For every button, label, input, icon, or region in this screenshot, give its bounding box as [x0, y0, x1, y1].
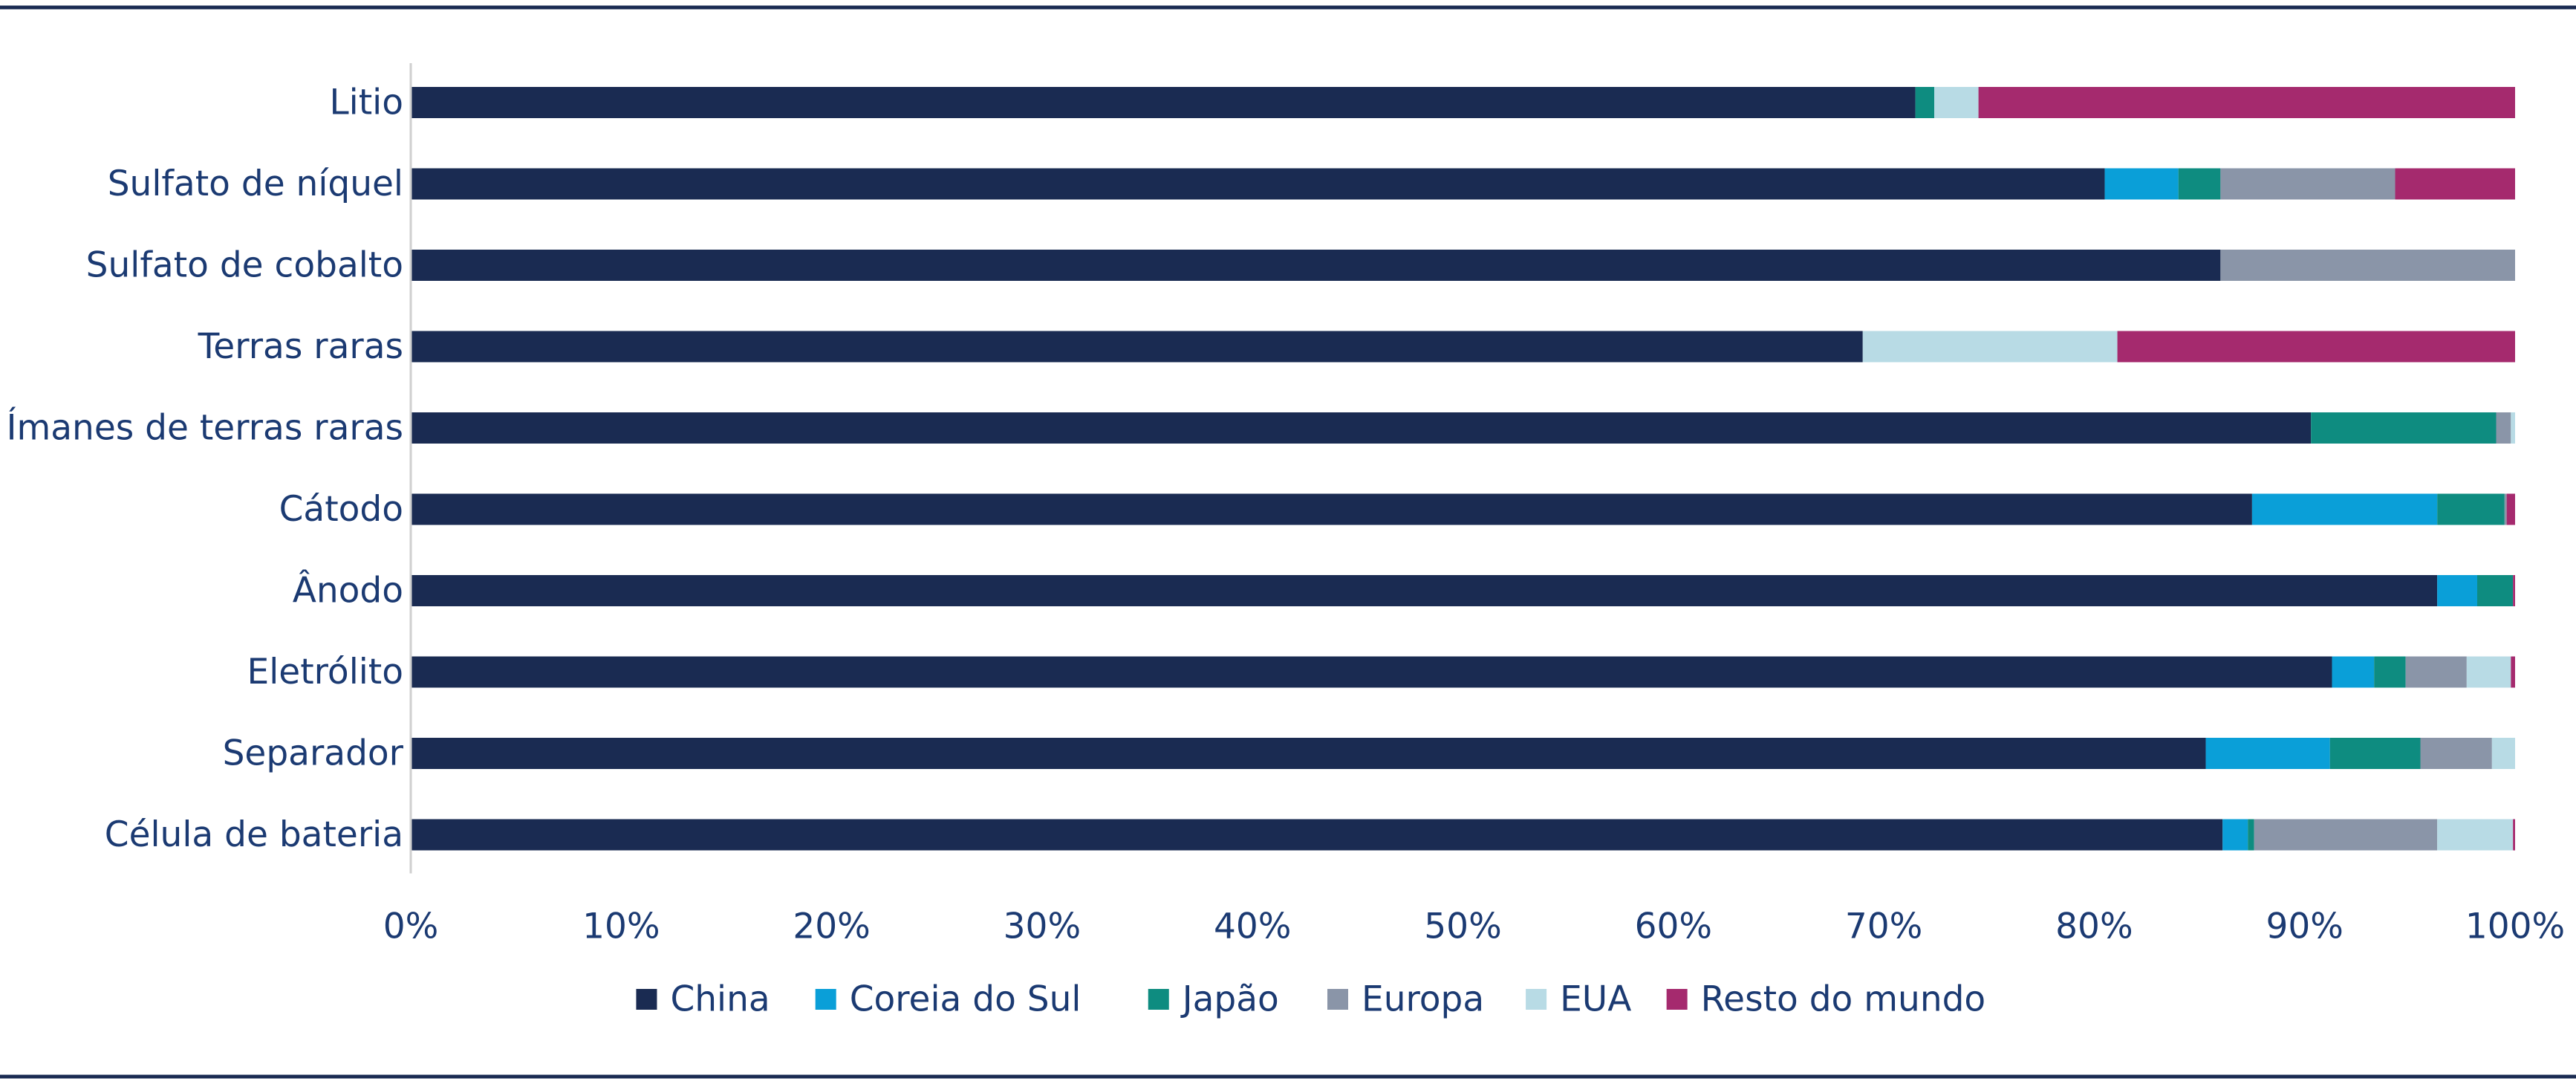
bar-segment	[2466, 656, 2511, 688]
bar-segment	[2395, 168, 2515, 200]
bar-segment	[2420, 738, 2492, 769]
bar-segment	[2504, 493, 2507, 525]
legend: China Coreia do Sul Japão Europa EUA Resto do…	[636, 979, 1985, 1020]
legend-label: Resto do mundo	[1701, 979, 1986, 1020]
category-label: Litio	[330, 82, 404, 123]
bar-segment	[411, 331, 1863, 363]
x-tick-label: 80%	[2055, 906, 2133, 947]
bar-segment	[2251, 493, 2438, 525]
legend-label: China	[670, 979, 770, 1020]
bar-segment	[2117, 331, 2515, 363]
legend-label: Coreia do Sul	[850, 979, 1082, 1020]
bar-segment	[411, 250, 2221, 281]
category-label: Célula de bateria	[105, 814, 403, 855]
legend-label: Europa	[1362, 979, 1484, 1020]
x-tick-label: 0%	[383, 906, 439, 947]
category-label: Sulfato de níquel	[108, 163, 403, 204]
bar-segment	[1934, 87, 1979, 118]
x-tick-label: 100%	[2465, 906, 2565, 947]
bar-segment	[2437, 819, 2514, 851]
legend-swatch	[1526, 989, 1547, 1010]
category-label: Separador	[223, 733, 404, 774]
legend-swatch	[1666, 989, 1688, 1010]
bar-segment	[2506, 493, 2515, 525]
bar-segment	[1978, 87, 2515, 118]
bar-segment	[411, 819, 2223, 851]
x-axis-tick-labels: 0% 10% 20% 30% 40% 50% 60% 70% 80% 90% 100%	[383, 906, 2565, 947]
category-label: Ímanes de terras raras	[7, 408, 403, 449]
legend-swatch	[1148, 989, 1169, 1010]
x-tick-label: 20%	[793, 906, 870, 947]
x-tick-label: 60%	[1635, 906, 1712, 947]
category-label: Cátodo	[279, 489, 403, 530]
bar-segment	[2511, 656, 2515, 688]
legend-label: EUA	[1560, 979, 1631, 1020]
bar-segment	[2220, 168, 2396, 200]
legend-label: Japão	[1180, 979, 1279, 1020]
legend-swatch	[815, 989, 836, 1010]
x-tick-label: 30%	[1004, 906, 1081, 947]
x-tick-label: 50%	[1424, 906, 1501, 947]
bar-segment	[2437, 575, 2478, 606]
bar-segment	[411, 656, 2332, 688]
bar-segment	[2248, 819, 2254, 851]
bar-segment	[2477, 575, 2514, 606]
bar-segment	[2491, 738, 2515, 769]
category-label: Terras raras	[198, 326, 403, 367]
bar-segment	[411, 575, 2438, 606]
bar-segment	[411, 493, 2252, 525]
bar-segment	[2405, 656, 2467, 688]
bar-segment	[2437, 493, 2505, 525]
x-tick-label: 70%	[1845, 906, 1922, 947]
bar-segment	[2374, 656, 2406, 688]
legend-swatch	[636, 989, 657, 1010]
bar-segment	[2511, 412, 2515, 444]
bar-segment	[2311, 412, 2497, 444]
bar-segment	[411, 412, 2312, 444]
bar-segment	[2222, 819, 2248, 851]
bar-segment	[2220, 250, 2515, 281]
bars-layer	[411, 87, 2515, 851]
bar-segment	[1915, 87, 1935, 118]
bar-segment	[2496, 412, 2511, 444]
bar-segment	[2513, 575, 2515, 606]
bar-segment	[2329, 738, 2421, 769]
category-label: Sulfato de cobalto	[86, 245, 403, 286]
category-label: Ânodo	[293, 571, 403, 611]
bar-segment	[2254, 819, 2438, 851]
x-tick-label: 90%	[2266, 906, 2343, 947]
x-tick-label: 40%	[1214, 906, 1291, 947]
x-tick-label: 10%	[582, 906, 660, 947]
bar-segment	[2178, 168, 2221, 200]
legend-swatch	[1327, 989, 1348, 1010]
bar-segment	[2332, 656, 2375, 688]
category-label: Eletrólito	[247, 652, 403, 692]
bar-segment	[2205, 738, 2330, 769]
category-labels: Litio Sulfato de níquel Sulfato de cobalto…	[7, 82, 404, 856]
bar-segment	[411, 168, 2105, 200]
bar-segment	[2104, 168, 2179, 200]
bar-segment	[411, 738, 2206, 769]
bar-segment	[1862, 331, 2118, 363]
bar-segment	[2513, 819, 2515, 851]
bar-segment	[411, 87, 1916, 118]
